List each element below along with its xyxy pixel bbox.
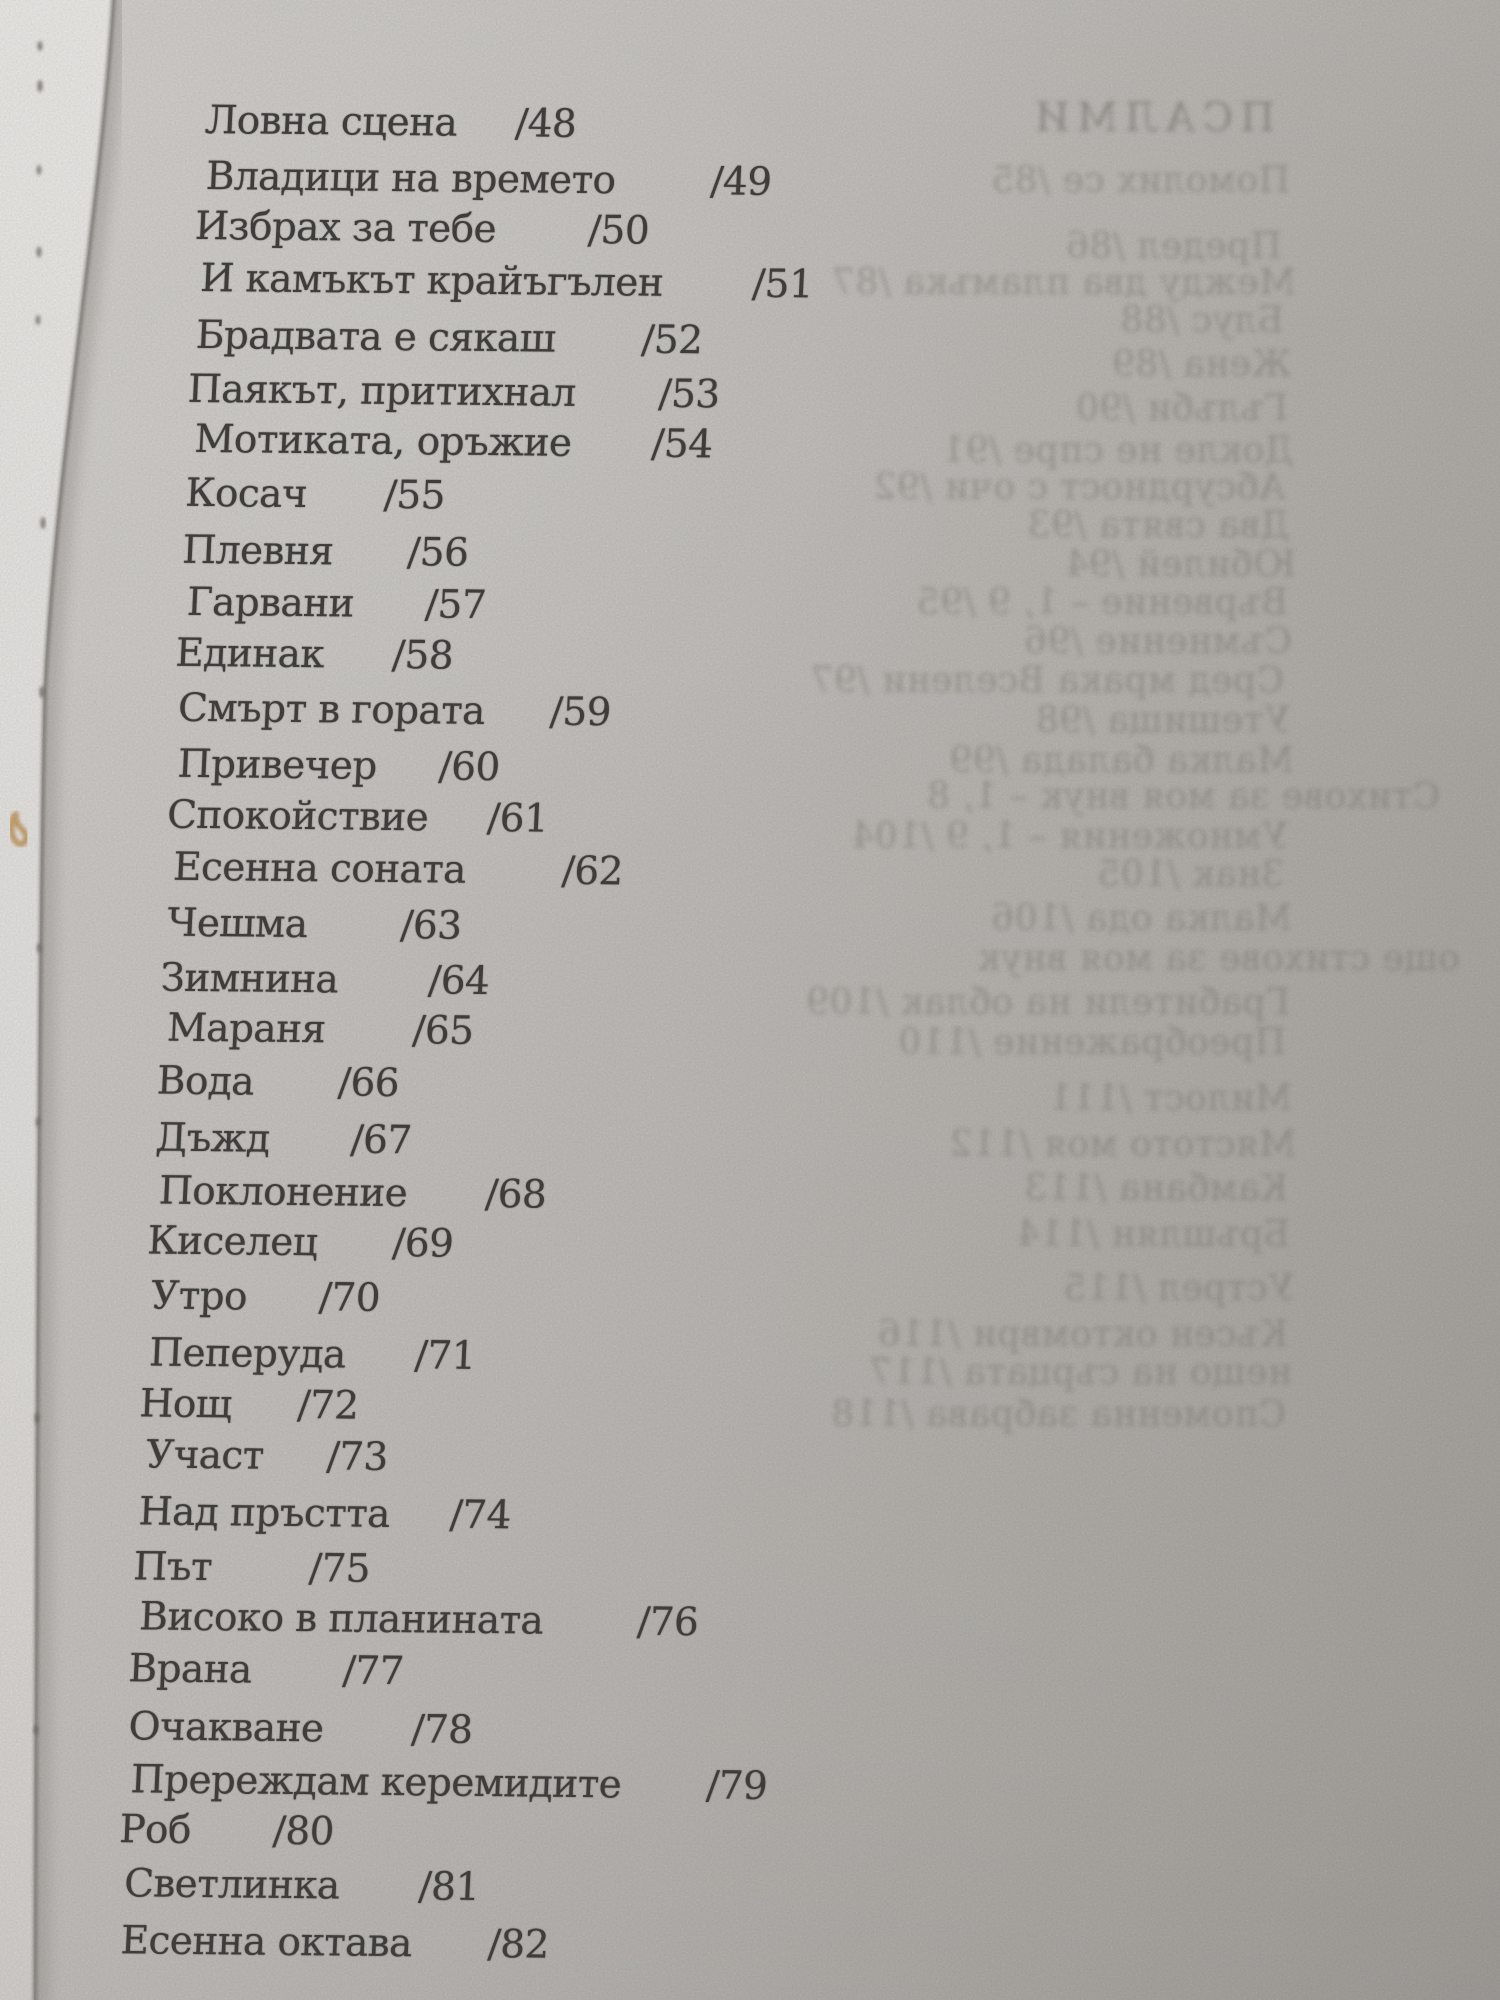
- page-edge-graphic: [0, 0, 1500, 2000]
- photo-grain: [0, 0, 1500, 2000]
- book-page-photo: ПСАЛМИ Помолих се /85 Предел /86 Между два …: [0, 0, 1500, 2000]
